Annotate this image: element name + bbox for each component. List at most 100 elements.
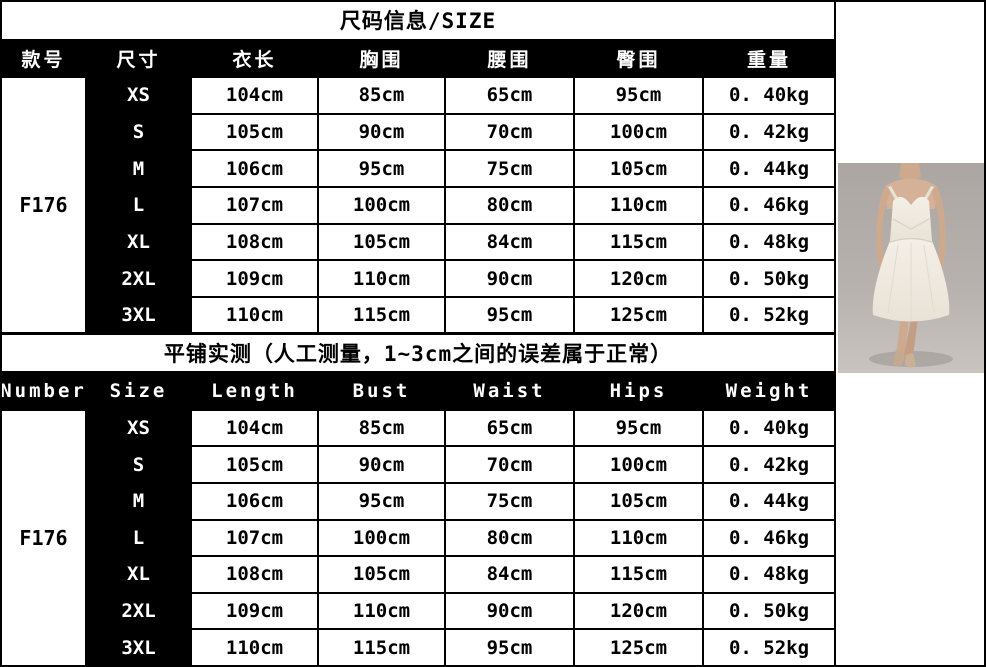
- measurement-cell: 115cm: [575, 224, 702, 260]
- measurement-cell: 0. 52kg: [704, 630, 834, 665]
- measurement-cell: 105cm: [192, 447, 317, 482]
- measurement-cell: 115cm: [319, 630, 444, 665]
- measurement-cell: 90cm: [446, 593, 573, 629]
- column-header-cn-1: 款号: [2, 40, 85, 77]
- measurement-cell: 110cm: [192, 630, 317, 665]
- dress-right-strap: [923, 186, 934, 201]
- size-table-chinese: 尺码信息/SIZE 款号 尺寸 衣长 胸围 腰围 臀围 重量 F176 XS 104cm 85cm 6…: [2, 2, 834, 333]
- right-shoe: [905, 353, 916, 368]
- size-label-cell: S: [87, 114, 190, 150]
- measurement-cell: 95cm: [575, 78, 702, 113]
- measurement-cell: 75cm: [446, 151, 573, 186]
- measurement-cell: 105cm: [575, 483, 702, 519]
- measurement-cell: 95cm: [319, 151, 444, 186]
- measurement-cell: 0. 44kg: [704, 483, 834, 519]
- measurement-cell: 105cm: [575, 151, 702, 186]
- measurement-cell: 104cm: [192, 78, 317, 113]
- measurement-cell: 90cm: [319, 114, 444, 150]
- size-label-cell: S: [87, 447, 190, 482]
- measurement-cell: 80cm: [446, 520, 573, 556]
- measurement-cell: 110cm: [575, 520, 702, 556]
- size-label-cell: 3XL: [87, 630, 190, 665]
- column-header-en-1: Number: [2, 373, 85, 409]
- measurement-cell: 0. 52kg: [704, 297, 834, 333]
- measurement-cell: 0. 48kg: [704, 224, 834, 260]
- model-neck: [899, 163, 921, 180]
- dress-skirt-fold1: [887, 244, 899, 314]
- product-photo: [838, 163, 984, 373]
- dress-left-strap: [888, 186, 899, 201]
- measurement-cell: 84cm: [446, 224, 573, 260]
- measurement-cell: 105cm: [192, 114, 317, 150]
- measurement-cell: 85cm: [319, 410, 444, 446]
- measurement-cell: 108cm: [192, 557, 317, 592]
- measurement-cell: 109cm: [192, 261, 317, 296]
- measurement-cell: 85cm: [319, 78, 444, 113]
- size-label-cell: L: [87, 520, 190, 556]
- measurement-cell: 100cm: [575, 114, 702, 150]
- measurement-cell: 110cm: [319, 593, 444, 629]
- measurement-cell: 90cm: [319, 447, 444, 482]
- measurement-cell: 0. 40kg: [704, 410, 834, 446]
- measurement-cell: 107cm: [192, 188, 317, 223]
- dress-bodice: [890, 196, 932, 241]
- measurement-cell: 110cm: [319, 261, 444, 296]
- measurement-cell: 125cm: [575, 630, 702, 665]
- measurement-cell: 109cm: [192, 593, 317, 629]
- left-shoe: [893, 349, 904, 367]
- measurement-cell: 100cm: [319, 188, 444, 223]
- column-header-cn-2: 尺寸: [87, 40, 190, 77]
- size-label-cell: 2XL: [87, 593, 190, 629]
- size-label-cell: XL: [87, 224, 190, 260]
- measurement-cell: 100cm: [575, 447, 702, 482]
- model-left-leg: [897, 315, 909, 361]
- size-table-english: 平铺实测（人工测量，1~3cm之间的误差属于正常） Number Size Leng…: [2, 334, 834, 665]
- dress-skirt-fold3: [923, 244, 935, 314]
- measurement-cell: 0. 50kg: [704, 593, 834, 629]
- measurement-cell: 0. 42kg: [704, 114, 834, 150]
- column-header-cn-5: 腰围: [446, 40, 573, 77]
- measurement-cell: 0. 46kg: [704, 520, 834, 556]
- measurement-cell: 105cm: [319, 224, 444, 260]
- measure-note: 平铺实测（人工测量，1~3cm之间的误差属于正常）: [2, 334, 834, 372]
- model-right-leg: [904, 315, 918, 361]
- column-header-en-6: Hips: [575, 373, 702, 409]
- size-table-title: 尺码信息/SIZE: [2, 2, 834, 39]
- measurement-cell: 0. 44kg: [704, 151, 834, 186]
- product-code-cell: F176: [2, 410, 85, 665]
- measurement-cell: 100cm: [319, 520, 444, 556]
- measurement-cell: 95cm: [446, 630, 573, 665]
- measurement-cell: 70cm: [446, 114, 573, 150]
- measurement-cell: 65cm: [446, 78, 573, 113]
- measurement-cell: 125cm: [575, 297, 702, 333]
- measurement-cell: 105cm: [319, 557, 444, 592]
- measurement-cell: 70cm: [446, 447, 573, 482]
- measurement-cell: 108cm: [192, 224, 317, 260]
- size-label-cell: M: [87, 483, 190, 519]
- column-header-en-3: Length: [192, 373, 317, 409]
- column-header-cn-7: 重量: [704, 40, 834, 77]
- size-label-cell: M: [87, 151, 190, 186]
- measurement-cell: 120cm: [575, 261, 702, 296]
- measurement-cell: 90cm: [446, 261, 573, 296]
- measurement-cell: 110cm: [575, 188, 702, 223]
- size-label-cell: 2XL: [87, 261, 190, 296]
- measurement-cell: 0. 40kg: [704, 78, 834, 113]
- column-header-en-7: Weight: [704, 373, 834, 409]
- size-label-cell: XS: [87, 410, 190, 446]
- dress-waist-seam: [889, 237, 933, 243]
- product-code-cell: F176: [2, 78, 85, 333]
- measurement-cell: 106cm: [192, 151, 317, 186]
- measurement-cell: 110cm: [192, 297, 317, 333]
- measurement-cell: 65cm: [446, 410, 573, 446]
- dress-bodice-seam: [892, 218, 930, 230]
- measurement-cell: 95cm: [446, 297, 573, 333]
- column-header-en-5: Waist: [446, 373, 573, 409]
- measurement-cell: 0. 42kg: [704, 447, 834, 482]
- column-header-en-2: Size: [87, 373, 190, 409]
- column-header-cn-6: 臀围: [575, 40, 702, 77]
- measurement-cell: 75cm: [446, 483, 573, 519]
- size-tables: 尺码信息/SIZE 款号 尺寸 衣长 胸围 腰围 臀围 重量 F176 XS 104cm 85cm 6…: [2, 2, 836, 665]
- column-header-cn-3: 衣长: [192, 40, 317, 77]
